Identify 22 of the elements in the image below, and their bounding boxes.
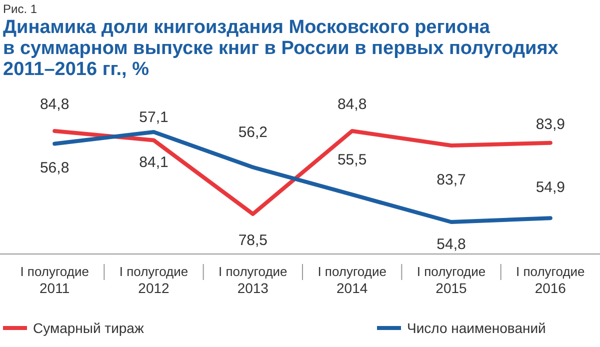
data-label: 57,1 [139,109,168,126]
data-label: 56,8 [40,160,70,177]
data-label: 83,9 [536,116,566,133]
text: Рис. 1 [3,2,38,16]
x-tick-label: I полугодие 2011 [20,264,89,296]
legend-label: Число наименований [407,320,546,336]
data-label: 55,5 [337,152,367,169]
data-label: 78,5 [238,232,268,249]
x-tick-label: I полугодие 2014 [318,264,386,296]
legend-label: Сумарный тираж [33,320,144,336]
data-label: 54,8 [436,236,466,253]
data-label: 56,2 [238,124,268,142]
x-tick-label: I полугодие 2013 [218,264,288,296]
data-label: 83,7 [436,171,466,188]
x-tick-label: I полугодие 2012 [119,264,188,296]
chart-title: Динамика доли книгоиздания Московского региона в суммарном выпуске книг в России в первых полугодиях 2011–2016 гг., % [3,17,559,80]
x-tick-label: I полугодие 2016 [516,264,585,296]
x-tick-label: I полугодие 2015 [416,264,486,296]
data-label: 84,8 [337,96,367,113]
data-label: 84,1 [139,154,168,172]
data-label: 84,8 [40,96,70,113]
data-label: 54,9 [536,179,566,196]
